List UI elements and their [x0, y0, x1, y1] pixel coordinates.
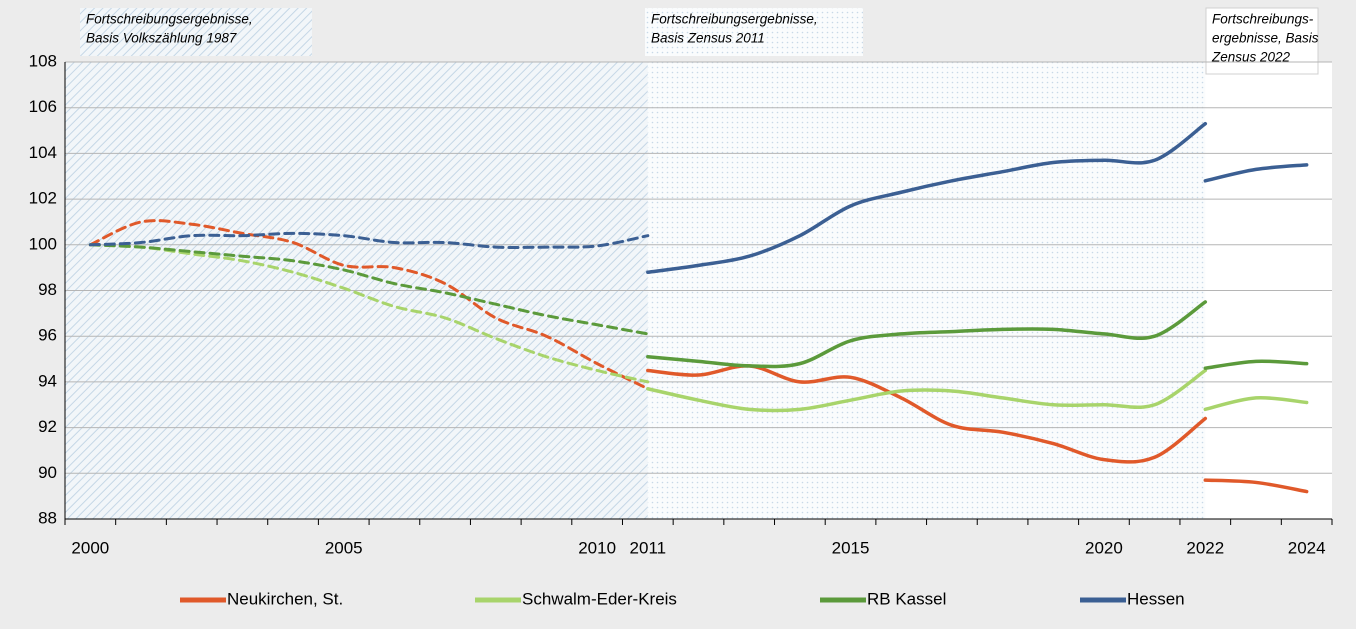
- x-tick-label: 2022: [1186, 538, 1224, 557]
- annotation: Basis Zensus 2011: [651, 31, 765, 46]
- annotation-box: [80, 8, 312, 56]
- x-tick-label: 2015: [832, 538, 870, 557]
- annotation: Fortschreibungs-: [1212, 12, 1314, 27]
- y-tick-label: 104: [29, 143, 57, 162]
- series-line: [646, 368, 1208, 413]
- y-tick-label: 108: [29, 51, 57, 70]
- legend-label: Hessen: [1127, 589, 1185, 608]
- legend-label: RB Kassel: [867, 589, 946, 608]
- annotation: Zensus 2022: [1211, 50, 1291, 65]
- series-line: [88, 219, 650, 391]
- annotation: Fortschreibungsergebnisse,: [651, 12, 818, 27]
- series-line: [646, 121, 1208, 274]
- y-tick-label: 98: [38, 280, 57, 299]
- series-line: [1203, 395, 1309, 412]
- series-line: [1203, 359, 1309, 370]
- legend-label: Schwalm-Eder-Kreis: [522, 589, 677, 608]
- x-tick-label: 2010: [578, 538, 616, 557]
- series-line: [88, 231, 650, 249]
- series-line: [88, 243, 650, 336]
- x-tick-label: 2011: [630, 538, 667, 557]
- series-line: [88, 243, 650, 384]
- y-tick-label: 96: [38, 326, 57, 345]
- x-tick-label: 2024: [1288, 538, 1326, 557]
- y-tick-label: 88: [38, 508, 57, 527]
- annotation: Fortschreibungsergebnisse,: [86, 12, 253, 27]
- annotation: Basis Volkszählung 1987: [86, 31, 237, 46]
- series-line: [1203, 163, 1309, 183]
- x-tick-label: 2000: [71, 538, 109, 557]
- legend-label: Neukirchen, St.: [227, 589, 343, 608]
- x-tick-label: 2005: [325, 538, 363, 557]
- y-tick-label: 94: [38, 371, 57, 390]
- series-line: [646, 300, 1208, 369]
- annotation-box: [645, 8, 863, 56]
- annotation-box: [1205, 7, 1319, 75]
- y-tick-label: 100: [29, 234, 57, 253]
- annotation: ergebnisse, Basis: [1212, 31, 1319, 46]
- y-tick-label: 92: [38, 417, 57, 436]
- x-tick-label: 2020: [1085, 538, 1123, 557]
- y-tick-label: 106: [29, 97, 57, 116]
- series-line: [1203, 478, 1309, 494]
- y-tick-label: 102: [29, 189, 57, 208]
- y-tick-label: 90: [38, 463, 57, 482]
